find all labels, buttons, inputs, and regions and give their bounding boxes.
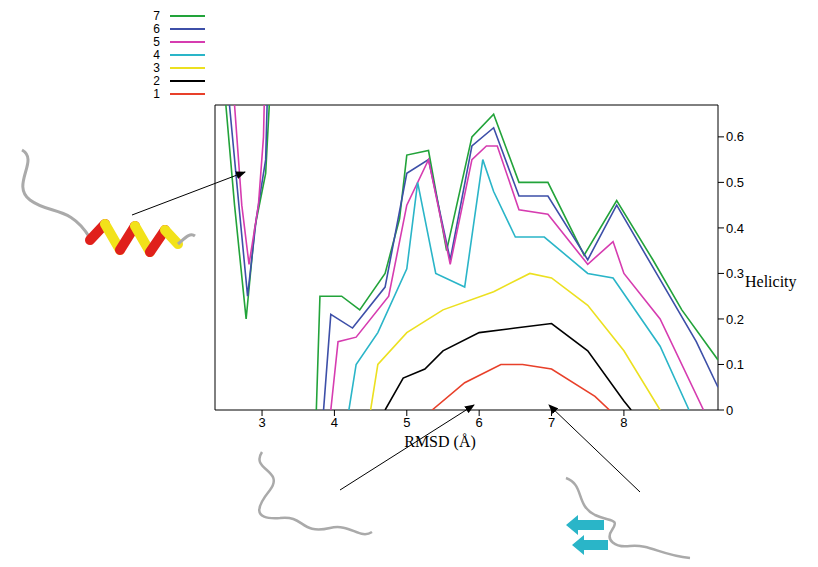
svg-text:7: 7 — [548, 415, 555, 430]
svg-text:0.1: 0.1 — [726, 357, 744, 372]
svg-text:2: 2 — [153, 74, 160, 88]
svg-text:3: 3 — [258, 415, 265, 430]
svg-text:7: 7 — [153, 9, 160, 23]
svg-text:1: 1 — [153, 87, 160, 101]
svg-text:3: 3 — [153, 61, 160, 75]
svg-text:6: 6 — [153, 22, 160, 36]
svg-text:0.6: 0.6 — [726, 129, 744, 144]
svg-text:8: 8 — [620, 415, 627, 430]
svg-text:RMSD (Å): RMSD (Å) — [404, 433, 476, 451]
svg-text:0.3: 0.3 — [726, 266, 744, 281]
svg-text:0.5: 0.5 — [726, 175, 744, 190]
svg-text:0: 0 — [726, 403, 733, 418]
svg-text:0.4: 0.4 — [726, 221, 744, 236]
svg-text:4: 4 — [331, 415, 338, 430]
svg-text:5: 5 — [153, 35, 160, 49]
svg-text:5: 5 — [403, 415, 410, 430]
svg-text:Helicity: Helicity — [745, 273, 797, 291]
svg-text:4: 4 — [153, 48, 160, 62]
svg-text:6: 6 — [476, 415, 483, 430]
svg-text:0.2: 0.2 — [726, 312, 744, 327]
